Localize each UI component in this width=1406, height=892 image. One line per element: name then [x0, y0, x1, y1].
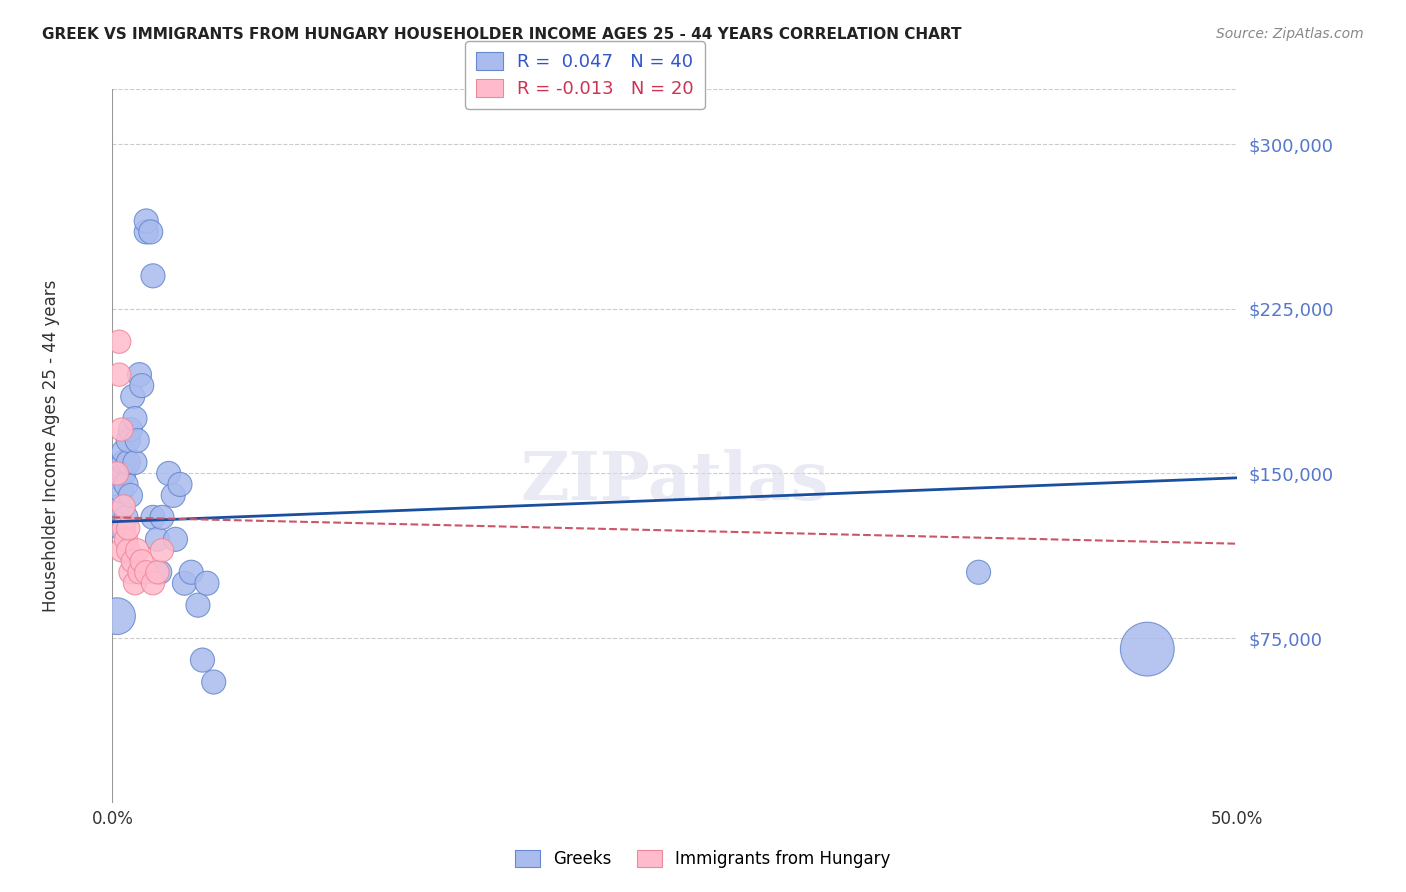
- Point: [115, 533, 138, 547]
- Text: GREEK VS IMMIGRANTS FROM HUNGARY HOUSEHOLDER INCOME AGES 25 - 44 YEARS CORRELATI: GREEK VS IMMIGRANTS FROM HUNGARY HOUSEHO…: [42, 27, 962, 42]
- Point: [967, 566, 990, 580]
- Point: [108, 500, 131, 514]
- Point: [112, 444, 135, 458]
- Point: [112, 467, 135, 481]
- Point: [128, 368, 150, 382]
- Legend: R =  0.047   N = 40, R = -0.013   N = 20: R = 0.047 N = 40, R = -0.013 N = 20: [465, 41, 704, 109]
- Point: [142, 576, 165, 591]
- Point: [117, 543, 139, 558]
- Point: [121, 554, 143, 568]
- Point: [121, 390, 143, 404]
- Point: [195, 576, 218, 591]
- Point: [117, 434, 139, 448]
- Point: [139, 225, 162, 239]
- Point: [120, 423, 142, 437]
- Point: [191, 653, 214, 667]
- Point: [117, 521, 139, 535]
- Point: [124, 455, 146, 469]
- Point: [180, 566, 202, 580]
- Point: [128, 566, 150, 580]
- Point: [149, 566, 172, 580]
- Point: [142, 268, 165, 283]
- Text: Source: ZipAtlas.com: Source: ZipAtlas.com: [1216, 27, 1364, 41]
- Point: [115, 477, 138, 491]
- Point: [120, 488, 142, 502]
- Point: [127, 543, 149, 558]
- Point: [117, 455, 139, 469]
- Point: [157, 467, 180, 481]
- Point: [110, 423, 132, 437]
- Point: [150, 510, 173, 524]
- Point: [110, 521, 132, 535]
- Point: [135, 214, 157, 228]
- Point: [110, 483, 132, 498]
- Point: [110, 543, 132, 558]
- Point: [131, 554, 153, 568]
- Point: [115, 510, 138, 524]
- Point: [135, 225, 157, 239]
- Point: [1136, 642, 1159, 657]
- Point: [142, 510, 165, 524]
- Point: [120, 566, 142, 580]
- Point: [162, 488, 184, 502]
- Point: [124, 576, 146, 591]
- Text: Householder Income Ages 25 - 44 years: Householder Income Ages 25 - 44 years: [42, 280, 59, 612]
- Point: [173, 576, 195, 591]
- Point: [135, 566, 157, 580]
- Point: [124, 411, 146, 425]
- Point: [187, 598, 209, 612]
- Legend: Greeks, Immigrants from Hungary: Greeks, Immigrants from Hungary: [509, 843, 897, 875]
- Point: [112, 500, 135, 514]
- Point: [169, 477, 191, 491]
- Point: [165, 533, 187, 547]
- Point: [105, 467, 128, 481]
- Point: [131, 378, 153, 392]
- Point: [108, 471, 131, 485]
- Point: [112, 521, 135, 535]
- Point: [127, 434, 149, 448]
- Point: [150, 543, 173, 558]
- Point: [108, 368, 131, 382]
- Text: ZIPatlas: ZIPatlas: [520, 450, 830, 514]
- Point: [112, 455, 135, 469]
- Point: [202, 675, 225, 690]
- Point: [146, 533, 169, 547]
- Point: [105, 609, 128, 624]
- Point: [108, 334, 131, 349]
- Point: [146, 566, 169, 580]
